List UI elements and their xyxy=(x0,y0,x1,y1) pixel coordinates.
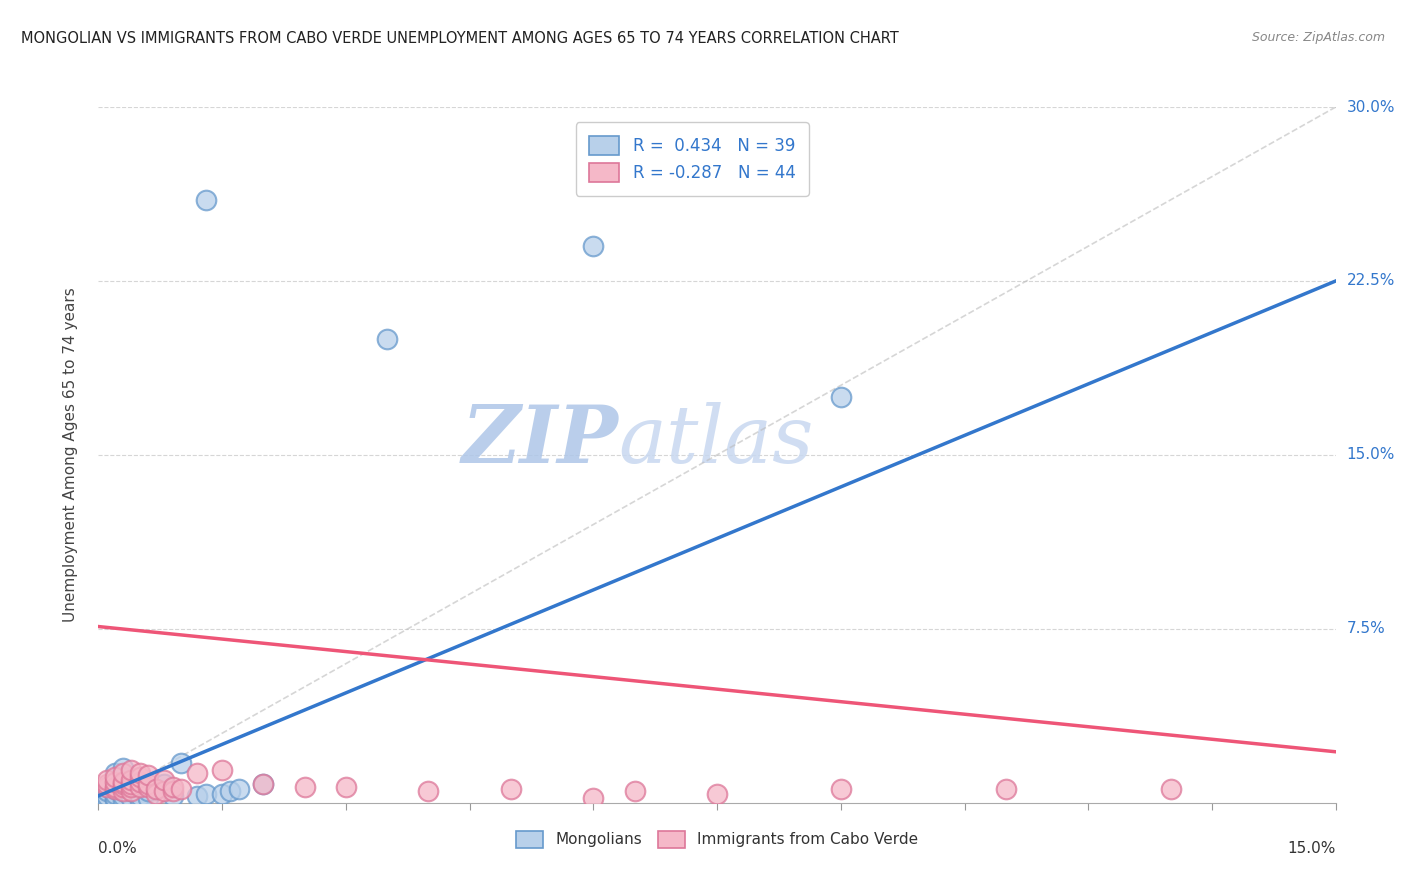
Point xyxy=(145,781,167,796)
Point xyxy=(1160,781,1182,796)
Point xyxy=(252,777,274,791)
Point xyxy=(706,787,728,801)
Point xyxy=(136,768,159,782)
Point xyxy=(104,765,127,780)
Point xyxy=(112,789,135,803)
Point xyxy=(120,780,142,794)
Point xyxy=(104,780,127,794)
Point xyxy=(162,789,184,803)
Point xyxy=(994,781,1017,796)
Point xyxy=(294,780,316,794)
Point xyxy=(120,791,142,805)
Text: 15.0%: 15.0% xyxy=(1288,841,1336,856)
Point xyxy=(104,793,127,807)
Text: 7.5%: 7.5% xyxy=(1347,622,1385,636)
Point xyxy=(128,765,150,780)
Point xyxy=(136,780,159,794)
Text: 15.0%: 15.0% xyxy=(1347,448,1395,462)
Point xyxy=(194,193,217,207)
Point xyxy=(145,781,167,796)
Point xyxy=(120,784,142,798)
Point xyxy=(96,780,118,794)
Point xyxy=(582,239,605,253)
Point xyxy=(96,780,118,794)
Point xyxy=(153,784,176,798)
Point xyxy=(170,781,193,796)
Text: 0.0%: 0.0% xyxy=(98,841,138,856)
Point xyxy=(219,784,242,798)
Point xyxy=(104,787,127,801)
Point xyxy=(128,780,150,794)
Point xyxy=(96,784,118,798)
Point xyxy=(186,789,208,803)
Point xyxy=(418,784,440,798)
Text: 30.0%: 30.0% xyxy=(1347,100,1395,114)
Point xyxy=(228,781,250,796)
Point xyxy=(335,780,357,794)
Point xyxy=(830,781,852,796)
Point xyxy=(112,777,135,791)
Point xyxy=(120,777,142,791)
Point xyxy=(145,787,167,801)
Point xyxy=(104,781,127,796)
Point xyxy=(170,756,193,771)
Point xyxy=(104,777,127,791)
Point xyxy=(252,777,274,791)
Text: ZIP: ZIP xyxy=(461,402,619,480)
Point xyxy=(112,793,135,807)
Point xyxy=(104,781,127,796)
Point xyxy=(136,791,159,805)
Point xyxy=(830,390,852,404)
Point xyxy=(162,784,184,798)
Point xyxy=(153,777,176,791)
Point xyxy=(499,781,522,796)
Point xyxy=(136,784,159,798)
Legend: Mongolians, Immigrants from Cabo Verde: Mongolians, Immigrants from Cabo Verde xyxy=(509,824,925,855)
Point xyxy=(120,764,142,778)
Point xyxy=(112,761,135,775)
Point xyxy=(375,332,398,346)
Point xyxy=(186,765,208,780)
Point xyxy=(96,777,118,791)
Text: Source: ZipAtlas.com: Source: ZipAtlas.com xyxy=(1251,31,1385,45)
Point xyxy=(104,770,127,784)
Point xyxy=(211,787,233,801)
Point xyxy=(623,784,645,798)
Point xyxy=(128,793,150,807)
Point xyxy=(96,789,118,803)
Point xyxy=(153,772,176,787)
Text: atlas: atlas xyxy=(619,402,814,480)
Point xyxy=(96,772,118,787)
Point xyxy=(112,780,135,794)
Point xyxy=(128,770,150,784)
Point xyxy=(136,777,159,791)
Point xyxy=(112,775,135,789)
Point xyxy=(162,780,184,794)
Point xyxy=(128,775,150,789)
Point xyxy=(120,772,142,787)
Point xyxy=(112,784,135,798)
Point xyxy=(128,775,150,789)
Point xyxy=(194,787,217,801)
Point xyxy=(582,791,605,805)
Point xyxy=(128,789,150,803)
Text: 22.5%: 22.5% xyxy=(1347,274,1395,288)
Point xyxy=(104,775,127,789)
Y-axis label: Unemployment Among Ages 65 to 74 years: Unemployment Among Ages 65 to 74 years xyxy=(63,287,77,623)
Point xyxy=(104,772,127,787)
Point xyxy=(112,765,135,780)
Point xyxy=(112,777,135,791)
Text: MONGOLIAN VS IMMIGRANTS FROM CABO VERDE UNEMPLOYMENT AMONG AGES 65 TO 74 YEARS C: MONGOLIAN VS IMMIGRANTS FROM CABO VERDE … xyxy=(21,31,898,46)
Point xyxy=(120,780,142,794)
Point xyxy=(120,784,142,798)
Point xyxy=(104,791,127,805)
Point xyxy=(96,793,118,807)
Point xyxy=(112,770,135,784)
Point xyxy=(112,784,135,798)
Point xyxy=(211,764,233,778)
